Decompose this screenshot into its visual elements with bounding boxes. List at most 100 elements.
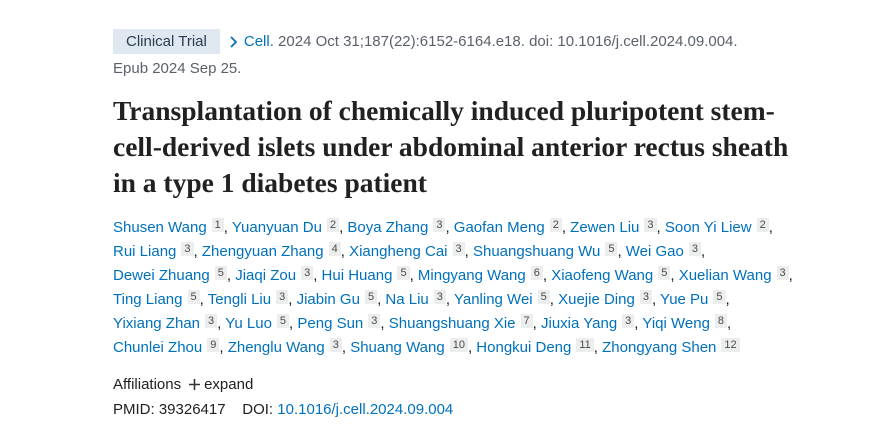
author-link[interactable]: Shuangshuang Xie [388, 315, 516, 332]
separator: , [409, 267, 414, 284]
author-link[interactable]: Soon Yi Liew [664, 219, 752, 236]
affiliation-number[interactable]: 3 [181, 242, 194, 256]
affiliation-number[interactable]: 3 [301, 266, 314, 280]
affiliation-number[interactable]: 3 [639, 290, 652, 304]
affiliation-number[interactable]: 5 [658, 266, 671, 280]
author-link[interactable]: Yue Pu [660, 291, 709, 308]
affiliation-number[interactable]: 10 [449, 338, 468, 352]
affiliation-number[interactable]: 5 [537, 290, 550, 304]
author-link[interactable]: Tengli Liu [207, 291, 272, 308]
affiliation-number[interactable]: 5 [214, 266, 227, 280]
affiliation-number[interactable]: 9 [207, 338, 220, 352]
author-link[interactable]: Chunlei Zhou [113, 339, 203, 356]
author-link[interactable]: Yuanyuan Du [231, 219, 322, 236]
affiliation-number[interactable]: 5 [364, 290, 378, 304]
affiliation-number[interactable]: 5 [397, 266, 410, 280]
affiliation-number[interactable]: 6 [530, 266, 543, 280]
author: Shuangshuang Xie 7, [388, 314, 537, 332]
author-link[interactable]: Yiqi Weng [642, 315, 710, 332]
author-link[interactable]: Shuangshuang Wu [472, 243, 601, 260]
author-link[interactable]: Zewen Liu [570, 219, 640, 236]
author-link[interactable]: Dewei Zhuang [113, 267, 210, 284]
affiliation-number[interactable]: 2 [549, 218, 562, 232]
affiliation-number[interactable]: 3 [433, 290, 446, 304]
author-link[interactable]: Rui Liang [113, 243, 177, 260]
author-link[interactable]: Zhengyuan Zhang [201, 243, 324, 260]
author-link[interactable]: Xuelian Wang [678, 267, 772, 284]
affiliation-number[interactable]: 3 [688, 242, 701, 256]
identifiers: PMID: 39326417 DOI: 10.1016/j.cell.2024.… [113, 401, 813, 418]
author-link[interactable]: Jiabin Gu [296, 291, 360, 308]
author: Yixiang Zhan 3, [113, 314, 221, 332]
author-link[interactable]: Peng Sun [297, 315, 364, 332]
author-link[interactable]: Yanling Wei [453, 291, 533, 308]
author-link[interactable]: Hui Huang [321, 267, 393, 284]
affiliation-number[interactable]: 4 [328, 242, 341, 256]
affiliation-number[interactable]: 5 [187, 290, 200, 304]
affiliation-number[interactable]: 3 [276, 290, 289, 304]
affiliation-number[interactable]: 5 [713, 290, 726, 304]
separator: , [701, 243, 706, 260]
separator: , [532, 315, 537, 332]
separator: , [561, 219, 566, 236]
affiliation-number[interactable]: 3 [644, 218, 657, 232]
affiliation-number[interactable]: 12 [721, 338, 740, 352]
author: Dewei Zhuang 5, [113, 266, 232, 284]
affiliation-number[interactable]: 8 [714, 314, 728, 328]
author-list: Shusen Wang 1, Yuanyuan Du 2, Boya Zhang 3,… [113, 216, 818, 360]
separator: , [193, 243, 198, 260]
separator: , [380, 315, 385, 332]
affiliation-number[interactable]: 5 [605, 242, 618, 256]
separator: , [226, 267, 232, 284]
expand-toggle[interactable]: expand [204, 376, 254, 393]
author-link[interactable]: Xiaofeng Wang [551, 267, 654, 284]
separator: , [593, 339, 598, 356]
plus-icon[interactable] [189, 379, 201, 390]
doi-link[interactable]: 10.1016/j.cell.2024.09.004 [277, 401, 454, 418]
journal-link[interactable]: Cell. [243, 33, 274, 50]
author-link[interactable]: Zhenglu Wang [227, 339, 325, 356]
author-link[interactable]: Hongkui Deng [476, 339, 572, 356]
author-link[interactable]: Na Liu [385, 291, 429, 308]
publication-type[interactable]: Clinical Trial [113, 29, 220, 54]
author-link[interactable]: Jiaqi Zou [235, 267, 297, 284]
author-link[interactable]: Jiuxia Yang [541, 315, 618, 332]
author: Zewen Liu 3, [570, 218, 661, 236]
separator: , [725, 291, 730, 308]
author-link[interactable]: Zhongyang Shen [602, 339, 717, 356]
author: Jiaqi Zou 3, [235, 266, 317, 284]
author-link[interactable]: Ting Liang [113, 291, 183, 308]
author-link[interactable]: Gaofan Meng [453, 219, 545, 236]
meta-row: Clinical Trial Cell. 2024 Oct 31;187(22)… [113, 29, 813, 54]
affiliation-number[interactable]: 3 [329, 338, 342, 352]
affiliation-number[interactable]: 3 [776, 266, 789, 280]
affiliation-number[interactable]: 3 [205, 314, 218, 328]
author-link[interactable]: Wei Gao [625, 243, 684, 260]
affiliation-number[interactable]: 5 [276, 314, 290, 328]
author-link[interactable]: Shusen Wang [113, 219, 207, 236]
author-link[interactable]: Xiangheng Cai [349, 243, 448, 260]
author-link[interactable]: Xuejie Ding [558, 291, 635, 308]
author-link[interactable]: Yixiang Zhan [113, 315, 200, 332]
author: Zhenglu Wang 3, [227, 338, 346, 356]
affiliation-number[interactable]: 3 [368, 314, 381, 328]
separator: , [199, 291, 204, 308]
affiliation-number[interactable]: 3 [622, 314, 635, 328]
pmid-label: PMID: [113, 401, 155, 418]
separator: , [651, 291, 657, 308]
affiliation-number[interactable]: 7 [520, 314, 533, 328]
author-link[interactable]: Boya Zhang [347, 219, 429, 236]
affiliation-number[interactable]: 11 [576, 338, 594, 352]
doi-label: DOI: [242, 401, 274, 418]
affiliation-number[interactable]: 3 [452, 242, 465, 256]
author-link[interactable]: Mingyang Wang [417, 267, 526, 284]
author-link[interactable]: Yu Luo [225, 315, 272, 332]
author: Chunlei Zhou 9, [113, 338, 224, 356]
affiliation-number[interactable]: 3 [433, 218, 446, 232]
affiliation-number[interactable]: 2 [326, 218, 340, 232]
author: Shuang Wang 10, [350, 338, 472, 356]
affiliations-label: Affiliations [113, 376, 182, 393]
author-link[interactable]: Shuang Wang [350, 339, 445, 356]
affiliation-number[interactable]: 1 [211, 218, 224, 232]
affiliation-number[interactable]: 2 [756, 218, 769, 232]
